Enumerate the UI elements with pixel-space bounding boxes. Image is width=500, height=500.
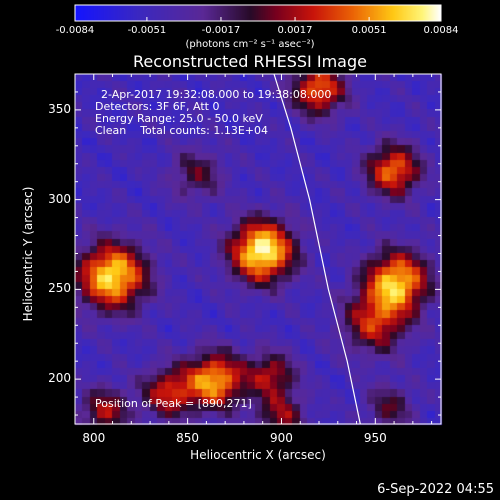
y-tick-label: 200 bbox=[48, 371, 71, 386]
y-tick-label: 300 bbox=[48, 191, 71, 206]
annotation-detectors: Detectors: 3F 6F, Att 0 bbox=[95, 100, 220, 113]
plot-frame bbox=[74, 73, 442, 425]
solar-limb-curve bbox=[273, 73, 361, 425]
y-axis-label: Heliocentric Y (arcsec) bbox=[21, 186, 35, 322]
x-tick-label: 800 bbox=[82, 431, 106, 445]
y-tick-label: 250 bbox=[48, 281, 71, 296]
annotation-clean-counts: Clean Total counts: 1.13E+04 bbox=[95, 124, 269, 137]
annotation-energy-range: Energy Range: 25.0 - 50.0 keV bbox=[95, 112, 263, 125]
x-tick-label: 950 bbox=[363, 431, 387, 445]
colorbar-tick-label: 0.0051 bbox=[351, 25, 387, 36]
colorbar-tick-label: 0.0084 bbox=[423, 25, 459, 36]
colorbar-tick-label: -0.0051 bbox=[127, 25, 167, 36]
y-tick-label: 350 bbox=[48, 101, 71, 116]
x-tick-label: 850 bbox=[176, 431, 200, 445]
colorbar-tick-label: -0.0084 bbox=[55, 25, 95, 36]
colorbar-tick-label: -0.0017 bbox=[201, 25, 241, 36]
colorbar-units-label: (photons cm⁻² s⁻¹ asec⁻²) bbox=[185, 39, 315, 50]
annotation-peak-position: Position of Peak = [890,271] bbox=[95, 397, 252, 410]
chart-title: Reconstructed RHESSI Image bbox=[133, 52, 367, 71]
timestamp: 6-Sep-2022 04:55 bbox=[377, 482, 494, 497]
colorbar-tick-label: 0.0017 bbox=[277, 25, 313, 36]
x-axis-label: Heliocentric X (arcsec) bbox=[190, 448, 326, 462]
x-tick-label: 900 bbox=[270, 431, 293, 445]
annotation-time-range: 2-Apr-2017 19:32:08.000 to 19:38:08.000 bbox=[101, 88, 332, 101]
colorbar-frame bbox=[74, 4, 442, 22]
